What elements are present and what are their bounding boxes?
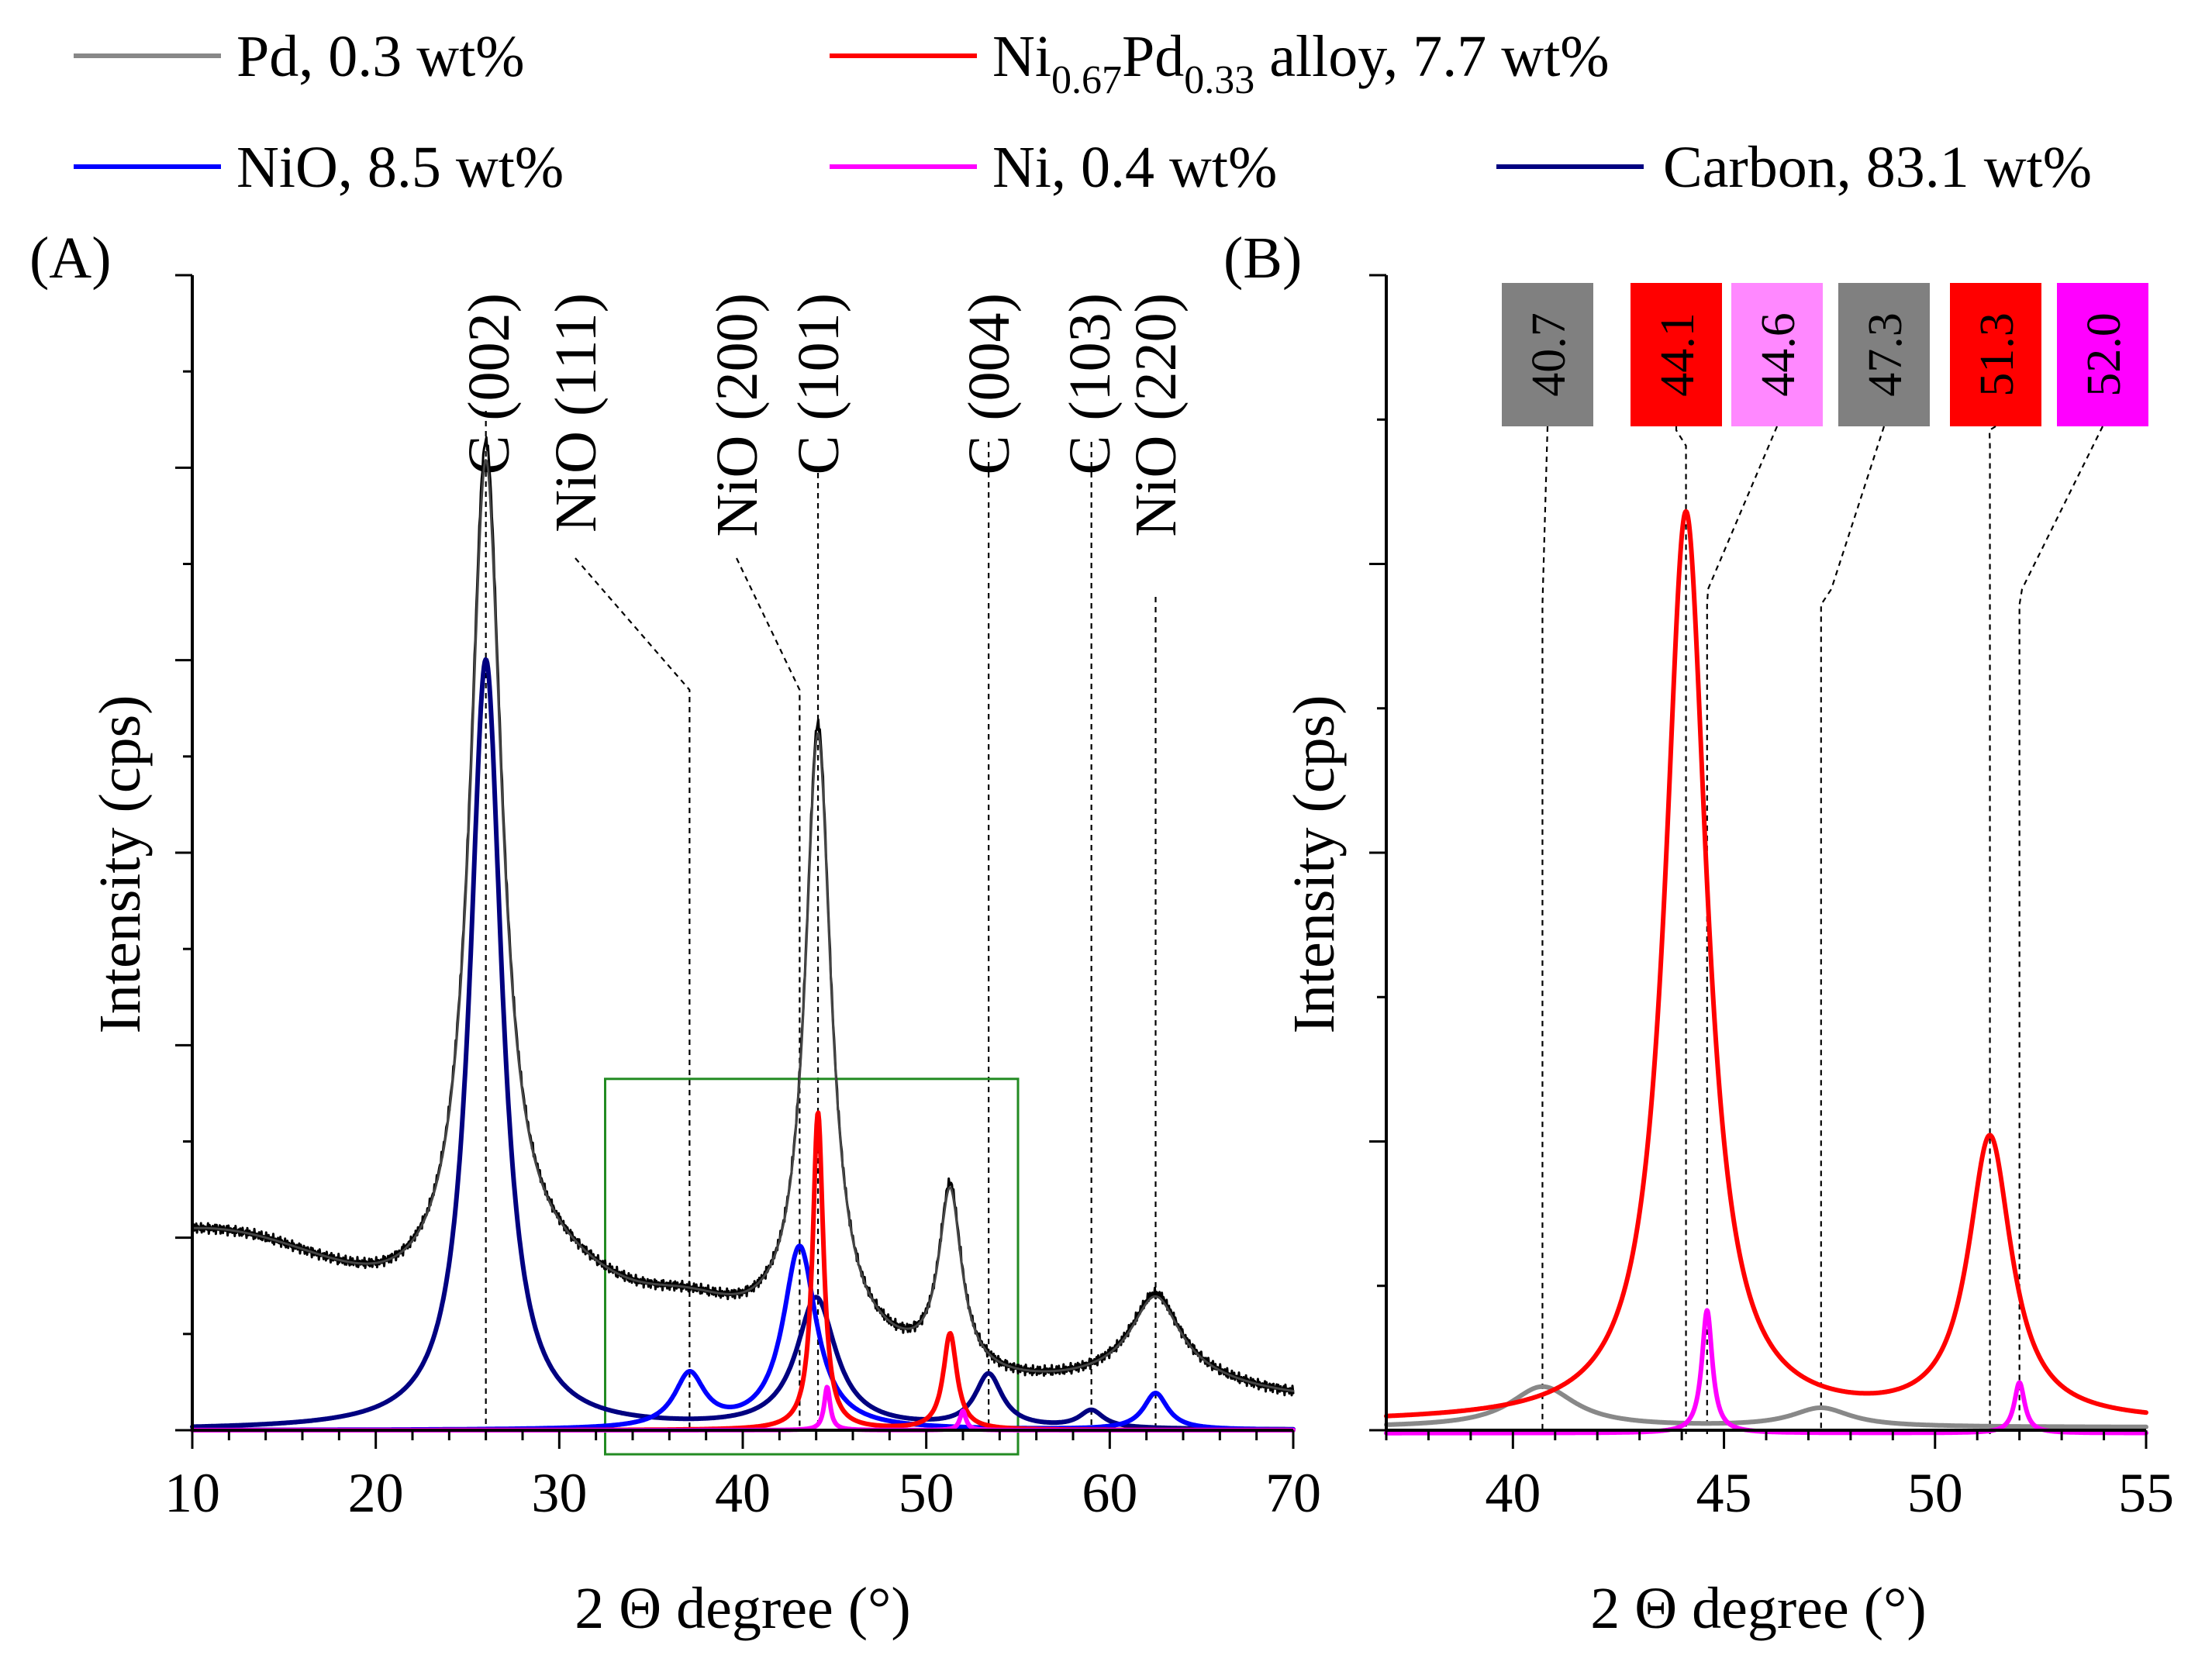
peak-annotation-label: NiO (220) [1123, 293, 1189, 537]
peak-position-label-bg [1502, 283, 1593, 426]
peak-position-leader [1541, 426, 1549, 1434]
peak-position-leader [1820, 426, 1886, 1434]
legend-item-carbon: Carbon, 83.1 wt% [1496, 135, 2092, 200]
series-line-1 [1384, 509, 2148, 1419]
peak-position-leader [1706, 426, 1779, 1434]
peak-position-label-text: 40.7 [1523, 312, 1575, 397]
legend-item-nipd: Ni0.67Pd0.33 alloy, 7.7 wt% [830, 24, 1610, 102]
legend-item-pd: Pd, 0.3 wt% [74, 24, 525, 89]
peak-position-label: 47.3 [1820, 283, 1930, 1434]
x-tick-label: 30 [531, 1462, 587, 1524]
panel-b-ylabel: Intensity (cps) [1282, 695, 1347, 1034]
x-tick-label: 50 [899, 1462, 954, 1524]
peak-annotation-label: C (103) [1058, 293, 1123, 474]
x-tick-label: 20 [348, 1462, 404, 1524]
panel-a-curves [190, 436, 1296, 1433]
series-line-3 [190, 1243, 1296, 1433]
x-tick-label: 10 [164, 1462, 220, 1524]
series-line-4 [190, 1110, 1296, 1433]
peak-position-label: 52.0 [2018, 283, 2148, 1434]
peak-position-leader [1675, 426, 1687, 1434]
legend: Pd, 0.3 wt% Ni0.67Pd0.33 alloy, 7.7 wt% … [74, 24, 2092, 200]
x-tick-label: 55 [2118, 1462, 2174, 1524]
panel-b-annotations: 40.7 44.1 44.6 47.3 51.3 52.0 [1502, 283, 2148, 1434]
legend-label-pd: Pd, 0.3 wt% [236, 24, 525, 89]
peak-position-leader [1988, 426, 1996, 1434]
peak-annotation-label: NiO (200) [705, 293, 770, 537]
series-line-1 [191, 459, 1295, 1392]
series-line-2 [1384, 1308, 2148, 1436]
panel-a-annotations: C (002) NiO (111) NiO (200) C (101) C (004) C… [457, 293, 1189, 1430]
panel-a-ylabel: Intensity (cps) [88, 695, 153, 1034]
peak-position-label: 44.6 [1706, 283, 1823, 1434]
panel-a-axes: 10 20 30 40 50 60 70 [164, 274, 1321, 1524]
peak-position-label-bg [1838, 283, 1930, 426]
peak-annotation-leader [575, 557, 691, 1430]
panel-a: (A) Intensity (cps) 2 Θ degree (°) C (00… [29, 226, 1321, 1641]
x-tick-label: 40 [715, 1462, 771, 1524]
peak-position-label: 51.3 [1950, 283, 2041, 1434]
peak-position-label-text: 44.6 [1752, 312, 1805, 397]
series-line-0 [191, 436, 1295, 1397]
legend-item-nio: NiO, 8.5 wt% [74, 135, 564, 200]
peak-position-label-text: 44.1 [1651, 312, 1704, 397]
peak-annotation-label: C (004) [957, 293, 1022, 474]
x-tick-label: 45 [1696, 1462, 1752, 1524]
legend-label-nio: NiO, 8.5 wt% [236, 135, 564, 200]
x-tick-label: 60 [1082, 1462, 1137, 1524]
peak-annotation-label: C (101) [786, 293, 851, 474]
panel-b-curves [1384, 509, 2148, 1436]
peak-annotation-label: NiO (111) [544, 293, 609, 533]
peak-position-label-bg [1950, 283, 2041, 426]
legend-label-carbon: Carbon, 83.1 wt% [1663, 135, 2092, 200]
panel-a-label: (A) [29, 226, 112, 291]
x-tick-label: 70 [1265, 1462, 1321, 1524]
x-tick-label: 40 [1485, 1462, 1541, 1524]
peak-position-label-bg [2057, 283, 2148, 426]
panel-b-xlabel: 2 Θ degree (°) [1590, 1576, 1926, 1641]
series-line-2 [190, 657, 1296, 1432]
panel-a-xlabel: 2 Θ degree (°) [575, 1576, 910, 1641]
peak-position-label-text: 47.3 [1859, 312, 1912, 397]
legend-item-ni: Ni, 0.4 wt% [830, 135, 1277, 200]
legend-label-ni: Ni, 0.4 wt% [992, 135, 1277, 200]
panel-b: (B) Intensity (cps) 2 Θ degree (°) 40.7 4… [1223, 226, 2174, 1641]
peak-position-label-text: 51.3 [1971, 312, 2024, 397]
peak-position-label: 40.7 [1502, 283, 1593, 1434]
peak-position-label-bg [1631, 283, 1722, 426]
peak-annotation-label: C (002) [457, 293, 522, 474]
peak-position-label: 44.1 [1631, 283, 1722, 1434]
peak-position-leader [2018, 426, 2103, 1434]
x-tick-label: 50 [1907, 1462, 1963, 1524]
peak-position-label-text: 52.0 [2078, 312, 2131, 397]
peak-annotation-leader [736, 557, 801, 1430]
panel-b-label: (B) [1223, 226, 1302, 291]
legend-label-nipd: Ni0.67Pd0.33 alloy, 7.7 wt% [992, 24, 1610, 102]
peak-position-label-bg [1731, 283, 1823, 426]
panel-b-axes: 40 45 50 55 [1369, 274, 2174, 1524]
